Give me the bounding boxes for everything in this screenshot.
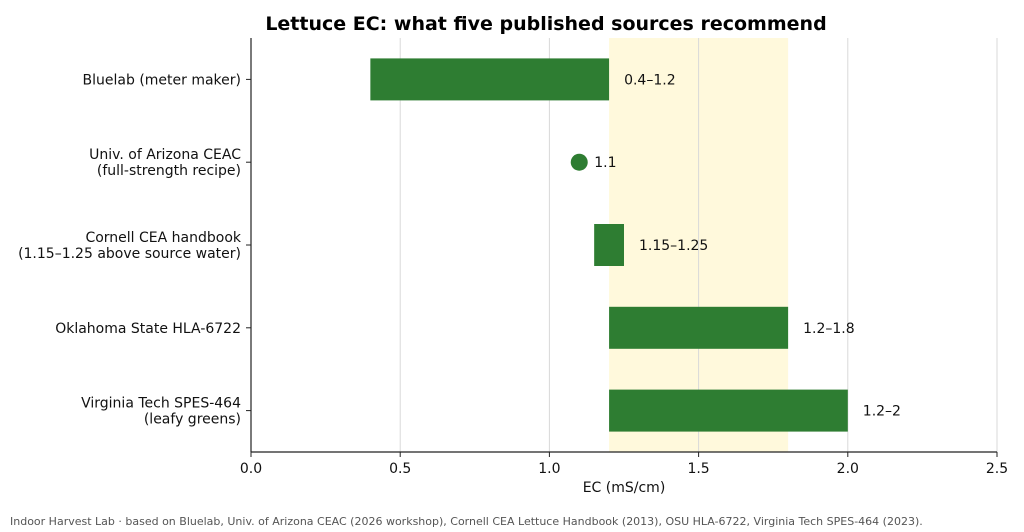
- x-tick-label: 2.5: [986, 461, 1008, 477]
- range-bar: [609, 389, 848, 432]
- range-bar: [370, 58, 610, 101]
- x-axis-title: EC (mS/cm): [583, 480, 666, 496]
- category-label: Cornell CEA handbook: [85, 230, 241, 246]
- value-label: 1.2–2: [863, 404, 901, 420]
- value-label: 0.4–1.2: [624, 72, 676, 88]
- x-tick-label: 0.5: [389, 461, 411, 477]
- value-label: 1.2–1.8: [803, 321, 855, 337]
- footnote: Indoor Harvest Lab · based on Bluelab, U…: [10, 515, 923, 528]
- category-label: Bluelab (meter maker): [83, 72, 241, 88]
- category-label: Virginia Tech SPES-464: [81, 396, 241, 412]
- point-marker: [570, 153, 588, 171]
- category-label: Univ. of Arizona CEAC: [89, 147, 241, 163]
- category-label: (1.15–1.25 above source water): [18, 246, 241, 262]
- category-label: Oklahoma State HLA-6722: [55, 321, 241, 337]
- range-bar: [609, 306, 789, 349]
- value-label: 1.15–1.25: [639, 238, 708, 254]
- value-label: 1.1: [594, 155, 616, 171]
- category-label: (full-strength recipe): [97, 163, 241, 179]
- x-tick-label: 0.0: [240, 461, 262, 477]
- range-bar: [594, 224, 624, 266]
- x-tick-label: 2.0: [837, 461, 859, 477]
- x-tick-label: 1.0: [538, 461, 560, 477]
- chart-title: Lettuce EC: what five published sources …: [265, 13, 826, 35]
- category-label: (leafy greens): [144, 412, 241, 428]
- x-tick-label: 1.5: [687, 461, 709, 477]
